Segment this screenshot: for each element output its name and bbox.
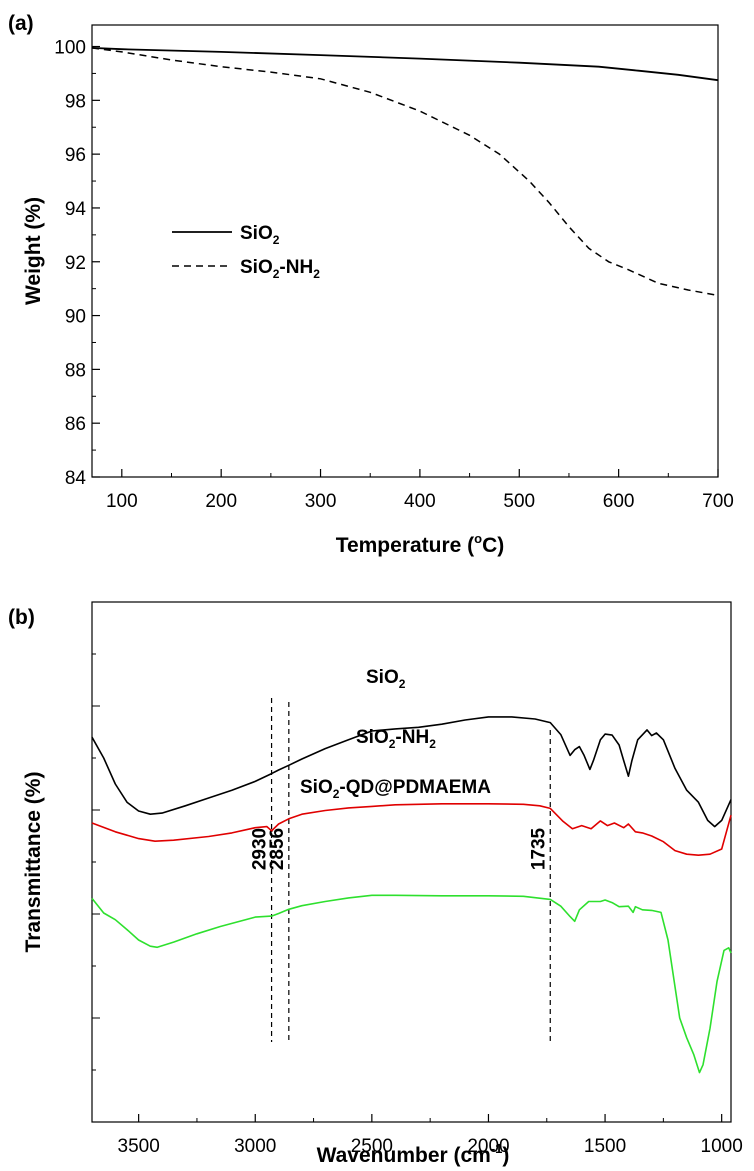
ticks-a: 100 200 300 400 500 600 700 84 86 88 90 92 94 96 98 100 [54, 38, 734, 512]
reference-label-2856: 2856 [267, 828, 288, 870]
y-tick-label-a: 90 [65, 307, 86, 328]
x-tick-label-b: 1500 [584, 1136, 626, 1157]
series-label-sio2: SiO2 [366, 667, 406, 691]
x-tick-label-b: 3500 [118, 1136, 160, 1157]
x-tick-label-a: 300 [305, 491, 337, 512]
panel-label-a: (a) [8, 12, 34, 35]
series-line-sio2-qd-pdmaema [91, 894, 732, 1074]
legend-label-sio2-nh2: SiO2-NH2 [240, 257, 320, 281]
y-tick-label-a: 88 [65, 360, 86, 381]
y-tick-label-a: 84 [65, 468, 87, 489]
x-tick-label-a: 500 [503, 491, 535, 512]
legend-a: SiO2 SiO2-NH2 [172, 223, 320, 281]
x-tick-label-a: 600 [603, 491, 635, 512]
series-label-sio2-nh2: SiO2-NH2 [356, 727, 436, 751]
panel-label-b: (b) [8, 606, 35, 629]
y-tick-label-a: 86 [65, 414, 86, 435]
y-tick-label-a: 92 [65, 253, 86, 274]
x-tick-label-a: 700 [702, 491, 734, 512]
series-line-sio2-nh2 [91, 803, 732, 856]
x-axis-label-b: Wavenumber (cm-1) [317, 1141, 510, 1167]
y-tick-label-a: 100 [54, 38, 86, 59]
x-tick-label-b: 1000 [701, 1136, 743, 1157]
x-tick-label-b: 2500 [351, 1136, 393, 1157]
reference-label-1735: 1735 [528, 827, 549, 870]
series-group-b [91, 716, 732, 1074]
x-tick-label-a: 200 [205, 491, 237, 512]
legend-label-sio2: SiO2 [240, 223, 280, 247]
plot-frame-a [91, 24, 719, 478]
x-tick-label-a: 100 [106, 491, 138, 512]
y-axis-label-b: Transmittance (%) [22, 772, 45, 953]
x-tick-label-b: 2000 [467, 1136, 509, 1157]
y-axis-label-a: Weight (%) [22, 197, 45, 305]
x-tick-label-a: 400 [404, 491, 436, 512]
y-tick-label-a: 96 [65, 145, 86, 166]
x-tick-label-b: 3000 [234, 1136, 276, 1157]
series-line-sio2 [91, 716, 732, 828]
series-line-sio2-nh2 [91, 47, 719, 297]
x-axis-label-a: Temperature (oC) [336, 531, 505, 557]
plot-frame-b [91, 601, 732, 1123]
chart-a: (a) 100 200 300 400 500 600 700 84 86 88 90 92 94 96 9… [8, 12, 734, 557]
series-line-sio2 [91, 47, 719, 82]
y-tick-label-a: 94 [65, 199, 87, 220]
series-label-sio2-qd-pdmaema: SiO2-QD@PDMAEMA [300, 777, 491, 801]
reference-label-2930: 2930 [250, 828, 271, 870]
ticks-b: 3500 3000 2500 2000 1500 1000 [92, 653, 743, 1157]
y-tick-label-a: 98 [65, 91, 86, 112]
series-group-a [91, 47, 719, 297]
